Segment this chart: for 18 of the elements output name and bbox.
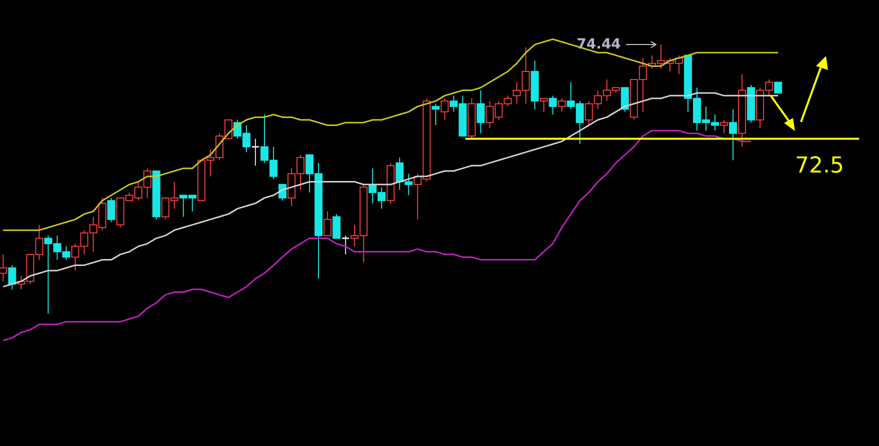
candlestick	[107, 197, 116, 223]
text: 72.5	[795, 154, 844, 179]
candlestick	[440, 98, 449, 120]
candlestick	[432, 103, 440, 126]
candlestick	[558, 98, 566, 112]
candlestick	[341, 235, 350, 255]
candlestick	[720, 119, 728, 134]
candlestick	[620, 87, 629, 112]
candlestick	[251, 138, 260, 166]
candlestick	[774, 82, 782, 94]
candlestick	[332, 214, 341, 239]
candlestick	[8, 264, 16, 290]
candlestick	[548, 95, 557, 116]
candlestick	[476, 90, 485, 134]
candlestick	[729, 108, 738, 161]
candlestick	[324, 210, 332, 236]
annotation: 74.44	[576, 36, 622, 52]
candlestick	[540, 98, 548, 112]
